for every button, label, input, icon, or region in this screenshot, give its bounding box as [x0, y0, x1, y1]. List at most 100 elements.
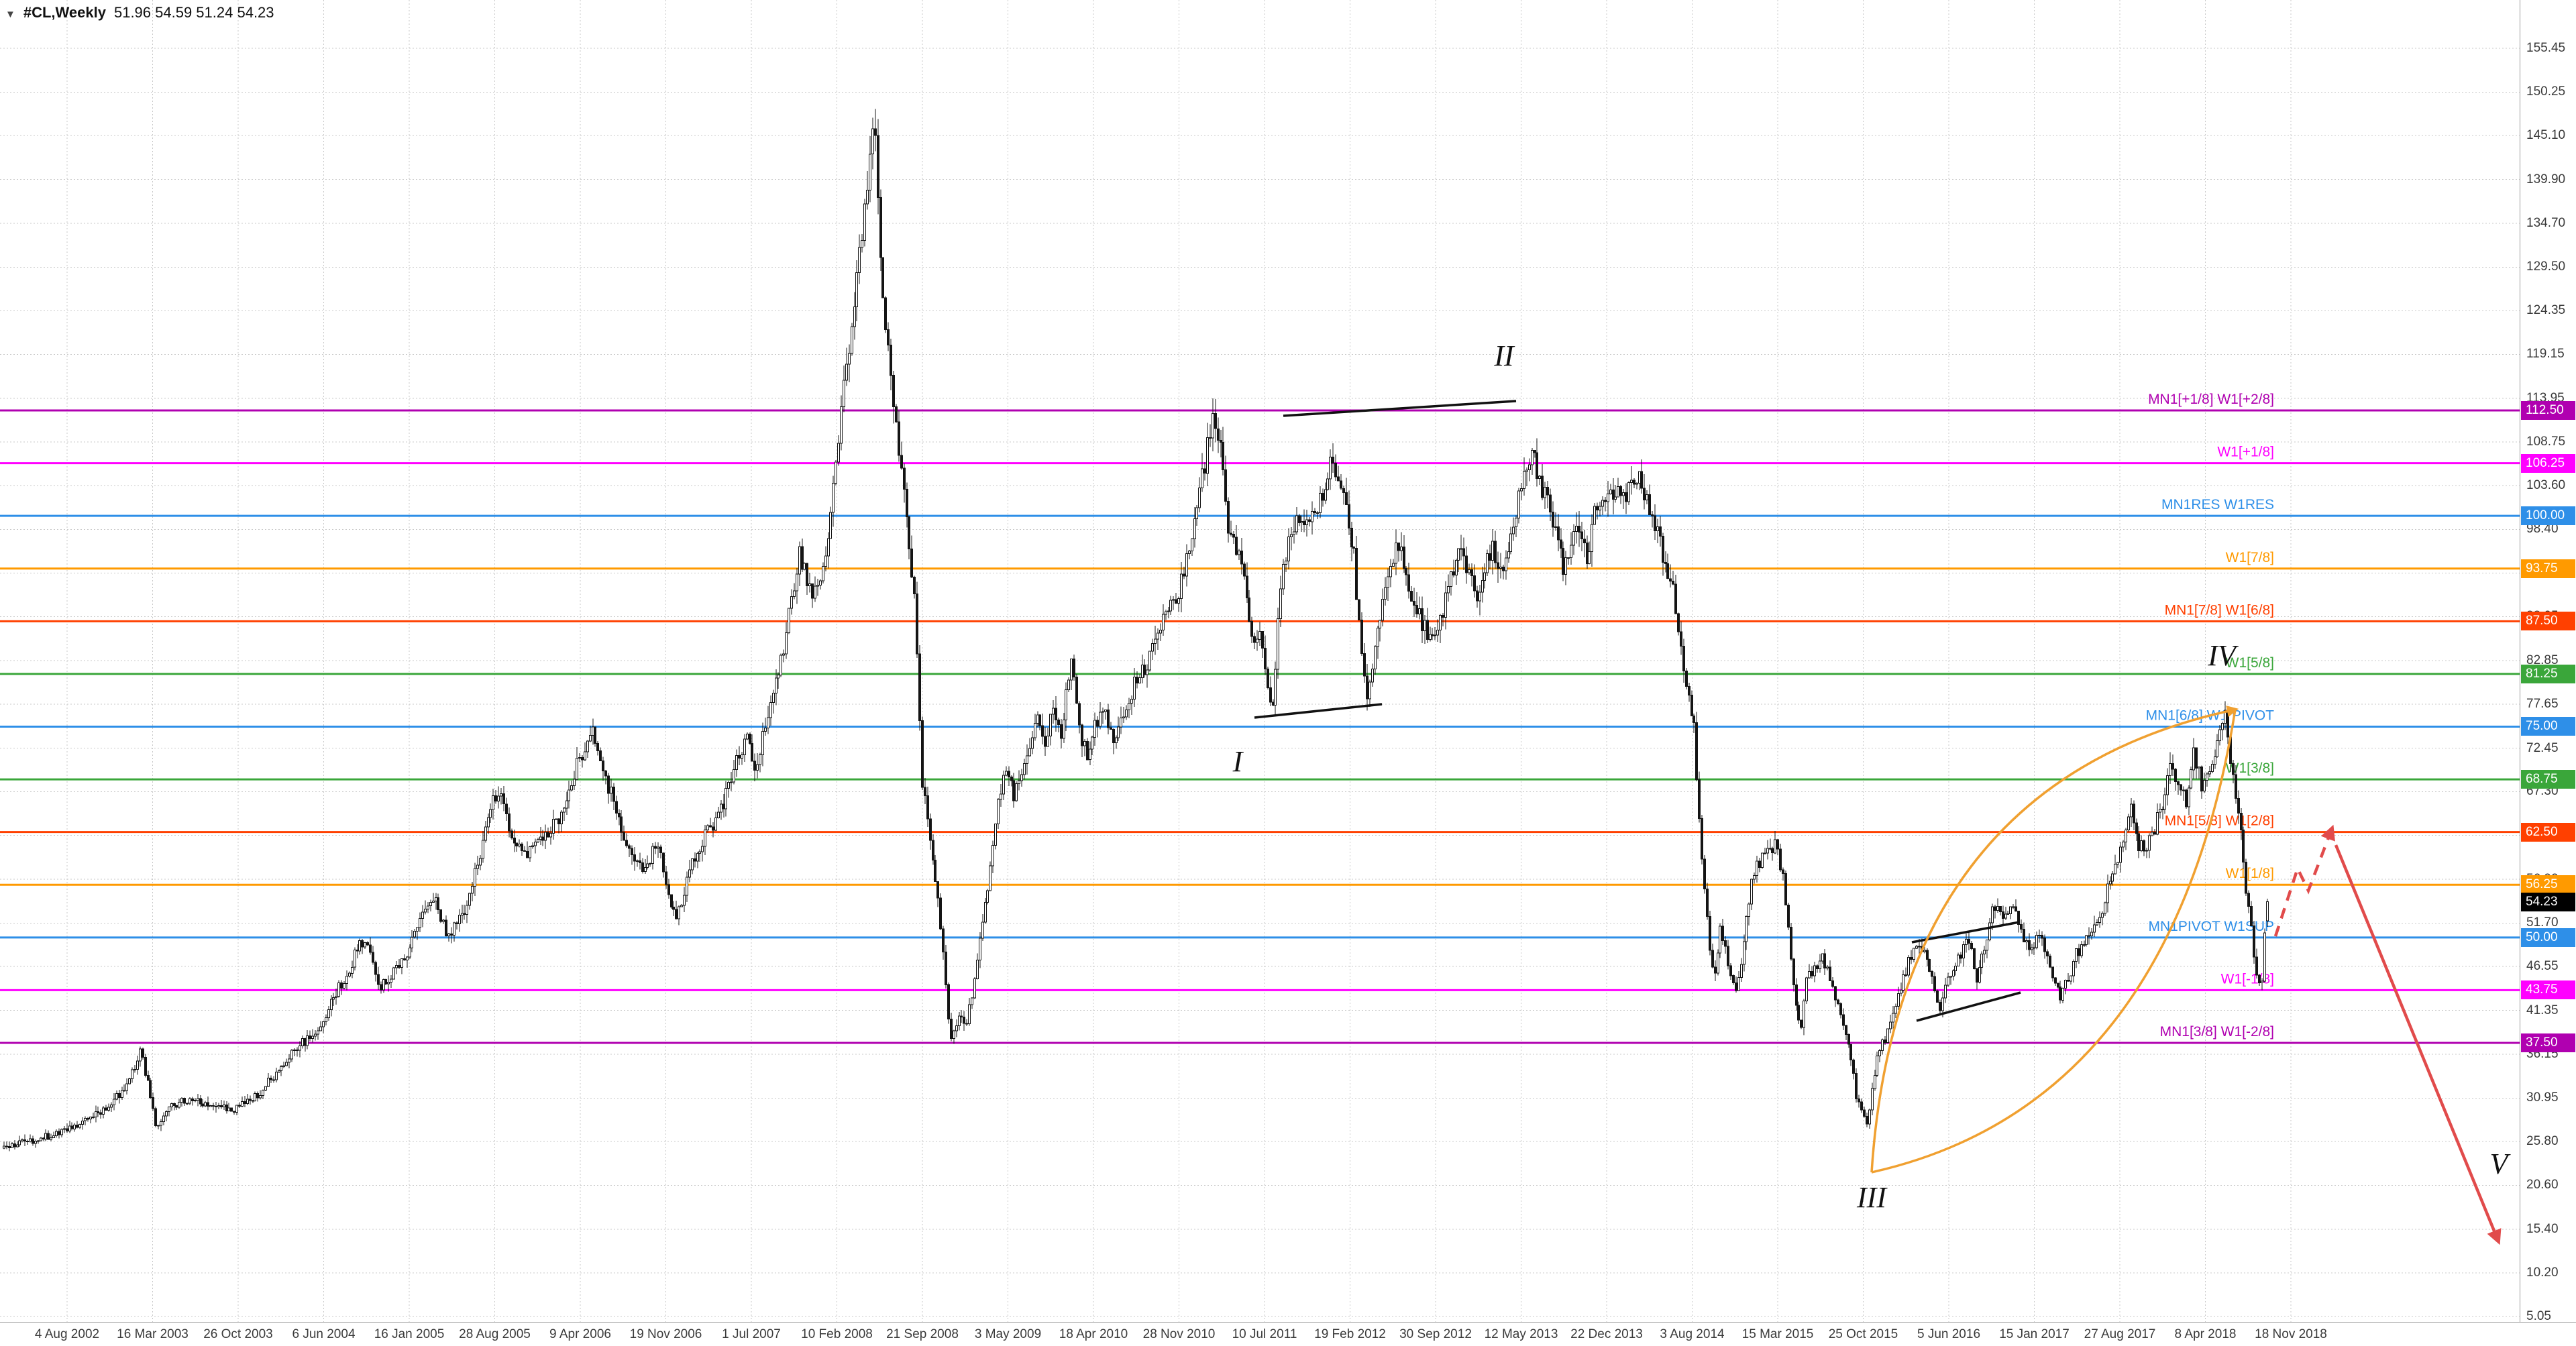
date-tick-label: 10 Jul 2011 [1232, 1327, 1297, 1341]
murrey-level-label: W1[3/8] [2226, 761, 2274, 776]
price-level-tag: 43.75 [2521, 980, 2575, 1000]
current-price-tag: 54.23 [2521, 892, 2575, 911]
price-tick-label: 145.10 [2526, 128, 2566, 143]
price-tick-label: 10.20 [2526, 1266, 2559, 1280]
trendline[interactable] [1283, 400, 1517, 417]
date-tick-label: 18 Nov 2018 [2255, 1327, 2327, 1341]
price-level-tag: 37.50 [2521, 1033, 2575, 1052]
date-tick-label: 19 Nov 2006 [629, 1327, 702, 1341]
price-tick-label: 155.45 [2526, 41, 2566, 55]
candles-layer [3, 109, 2269, 1152]
murrey-level-label: W1[5/8] [2226, 655, 2274, 671]
price-level-tag: 56.25 [2521, 875, 2575, 895]
murrey-level-label: MN1[+1/8] W1[+2/8] [2148, 392, 2274, 407]
price-tick-label: 150.25 [2526, 85, 2566, 99]
date-tick-label: 22 Dec 2013 [1570, 1327, 1643, 1341]
price-tick-label: 103.60 [2526, 478, 2566, 492]
candlestick-chart-area[interactable]: MN1[+1/8] W1[+2/8] W1[+1/8] MN1RES W1RES W1… [0, 0, 2520, 1322]
date-tick-label: 1 Jul 2007 [722, 1327, 781, 1341]
murrey-level-label: W1[+1/8] [2217, 445, 2274, 460]
date-tick-label: 8 Apr 2018 [2174, 1327, 2237, 1341]
date-tick-label: 4 Aug 2002 [34, 1327, 100, 1341]
price-tick-label: 129.50 [2526, 260, 2566, 274]
date-tick-label: 6 Jun 2004 [292, 1327, 356, 1341]
price-level-tag: 81.25 [2521, 664, 2575, 683]
gridlines [0, 0, 2520, 1322]
murrey-level-label: W1[1/8] [2226, 866, 2274, 881]
price-level-tag: 50.00 [2521, 928, 2575, 947]
date-tick-label: 25 Oct 2015 [1828, 1327, 1898, 1341]
trendline[interactable] [1254, 703, 1383, 719]
date-tick-label: 26 Oct 2003 [203, 1327, 273, 1341]
date-tick-label: 3 May 2009 [974, 1327, 1042, 1341]
price-tick-label: 134.70 [2526, 215, 2566, 230]
price-tick-label: 82.85 [2526, 653, 2559, 667]
price-level-tag: 75.00 [2521, 717, 2575, 736]
date-tick-label: 15 Jan 2017 [1999, 1327, 2070, 1341]
date-tick-label: 19 Feb 2012 [1314, 1327, 1386, 1341]
trendline[interactable] [1911, 921, 2020, 944]
projection-arrow-dashed[interactable] [2273, 824, 2335, 937]
elliott-wave-label[interactable]: I [1232, 745, 1244, 778]
ellipse-arc-lower[interactable] [1871, 709, 2237, 1174]
date-tick-label: 28 Aug 2005 [459, 1327, 531, 1341]
price-tick-label: 124.35 [2526, 303, 2566, 318]
symbol-dropdown-icon[interactable]: ▼ [5, 9, 15, 20]
ohlc-readout: 51.96 54.59 51.24 54.23 [113, 4, 274, 21]
price-tick-label: 98.40 [2526, 522, 2559, 537]
price-level-tag: 68.75 [2521, 770, 2575, 789]
bull-candles [3, 128, 2269, 1149]
price-tick-label: 5.05 [2526, 1308, 2551, 1323]
decline-arrow[interactable] [2334, 844, 2502, 1245]
price-level-tag: 93.75 [2521, 559, 2575, 578]
price-tick-label: 41.35 [2526, 1003, 2559, 1017]
date-tick-label: 12 May 2013 [1484, 1327, 1558, 1341]
date-tick-label: 27 Aug 2017 [2084, 1327, 2156, 1341]
date-tick-label: 16 Jan 2005 [374, 1327, 445, 1341]
price-tick-label: 77.65 [2526, 697, 2559, 712]
price-tick-label: 51.70 [2526, 915, 2559, 930]
elliott-wave-label[interactable]: III [1856, 1181, 1888, 1214]
time-axis[interactable]: 4 Aug 2002 16 Mar 2003 26 Oct 2003 6 Jun 20… [0, 1322, 2576, 1346]
murrey-level-label: W1[-1/8] [2221, 971, 2274, 987]
candle-wicks [3, 109, 2268, 1152]
chart-title: ▼ #CL,Weekly 51.96 54.59 51.24 54.23 [5, 4, 274, 21]
price-axis[interactable]: 155.45 150.25 145.10 139.90 134.70 129.50 124.… [2520, 0, 2576, 1323]
price-level-tag: 100.00 [2521, 506, 2575, 526]
murrey-level-label: W1[7/8] [2226, 550, 2274, 565]
price-tick-label: 119.15 [2526, 347, 2565, 361]
price-tick-label: 20.60 [2526, 1178, 2559, 1192]
price-tick-label: 72.45 [2526, 740, 2559, 755]
date-tick-label: 15 Mar 2015 [1741, 1327, 1814, 1341]
date-tick-label: 16 Mar 2003 [117, 1327, 189, 1341]
price-tick-label: 46.55 [2526, 959, 2559, 974]
ellipse-arc-upper[interactable] [1870, 705, 2239, 1173]
elliott-wave-label[interactable]: IV [2207, 639, 2239, 672]
price-level-tag: 112.50 [2521, 401, 2575, 420]
price-tick-label: 108.75 [2526, 435, 2566, 449]
elliott-wave-label[interactable]: V [2490, 1147, 2512, 1180]
price-level-tag: 87.50 [2521, 612, 2575, 631]
date-tick-label: 5 Jun 2016 [1917, 1327, 1981, 1341]
murrey-levels-layer: MN1[+1/8] W1[+2/8] W1[+1/8] MN1RES W1RES W1… [0, 392, 2520, 1044]
price-tick-label: 25.80 [2526, 1134, 2559, 1149]
murrey-level-label: MN1RES W1RES [2161, 497, 2274, 512]
bear-candles [5, 128, 2261, 1148]
date-tick-label: 9 Apr 2006 [549, 1327, 611, 1341]
date-tick-label: 18 Apr 2010 [1059, 1327, 1128, 1341]
price-level-tag: 62.50 [2521, 822, 2575, 842]
murrey-level-label: MN1[7/8] W1[6/8] [2165, 602, 2274, 618]
date-tick-label: 10 Feb 2008 [801, 1327, 873, 1341]
murrey-level-label: MN1[3/8] W1[-2/8] [2160, 1024, 2274, 1040]
date-tick-label: 21 Sep 2008 [886, 1327, 959, 1341]
price-tick-label: 30.95 [2526, 1090, 2559, 1105]
murrey-level-label: MN1PIVOT W1SUP [2149, 919, 2274, 934]
elliott-wave-label[interactable]: II [1493, 339, 1515, 372]
trendline[interactable] [1916, 991, 2021, 1022]
price-tick-label: 139.90 [2526, 172, 2566, 186]
price-tick-label: 15.40 [2526, 1221, 2559, 1236]
symbol-period-label: #CL,Weekly [23, 4, 106, 21]
date-tick-label: 30 Sep 2012 [1399, 1327, 1472, 1341]
